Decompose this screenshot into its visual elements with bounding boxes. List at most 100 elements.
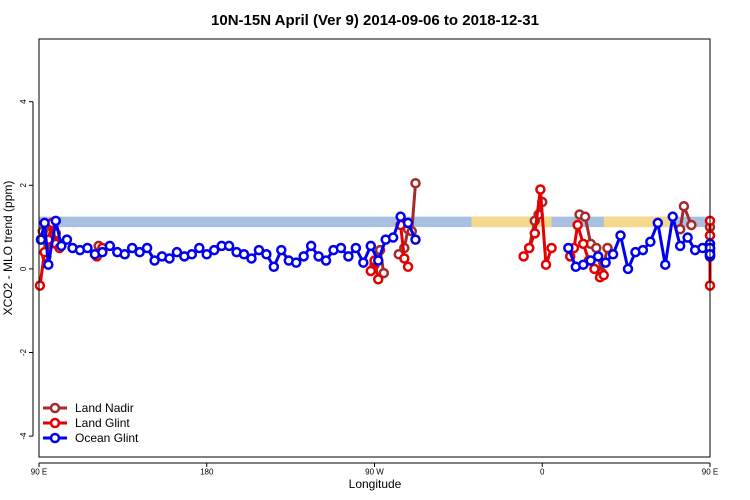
legend-item: Land Glint bbox=[43, 416, 130, 430]
data-point bbox=[223, 240, 235, 252]
y-tick-label: -4 bbox=[19, 432, 28, 440]
data-point bbox=[378, 267, 390, 279]
data-point bbox=[372, 274, 384, 285]
series-layer bbox=[34, 177, 716, 291]
legend-label: Ocean Glint bbox=[75, 431, 139, 445]
legend-item: Land Nadir bbox=[43, 401, 134, 415]
data-point bbox=[290, 257, 302, 268]
data-point bbox=[686, 219, 697, 231]
band-land bbox=[471, 216, 552, 228]
data-point bbox=[529, 228, 541, 239]
data-point bbox=[365, 265, 377, 277]
data-point bbox=[602, 242, 613, 254]
data-point bbox=[358, 257, 369, 268]
data-point bbox=[305, 240, 317, 252]
data-point bbox=[208, 244, 220, 256]
y-axis-label: XCO2 - MLO trend (ppm) bbox=[1, 181, 15, 316]
data-point bbox=[61, 234, 73, 245]
data-point bbox=[546, 242, 557, 254]
x-tick-label: 180 bbox=[200, 468, 214, 477]
legend-item: Ocean Glint bbox=[43, 431, 139, 445]
data-point bbox=[343, 251, 354, 262]
data-point bbox=[261, 249, 272, 260]
data-point bbox=[402, 261, 414, 273]
data-point bbox=[652, 217, 664, 229]
band-ocean bbox=[39, 216, 710, 228]
x-tick-label: 90 E bbox=[702, 468, 718, 477]
series-land-glint bbox=[34, 184, 716, 291]
data-point bbox=[540, 259, 552, 270]
data-point bbox=[660, 259, 671, 270]
data-point bbox=[578, 259, 589, 270]
data-point bbox=[313, 251, 324, 262]
data-point bbox=[365, 240, 377, 252]
data-point bbox=[372, 255, 384, 266]
data-point bbox=[246, 253, 257, 264]
legend-label: Land Glint bbox=[75, 416, 130, 430]
x-tick-label: 0 bbox=[540, 468, 545, 477]
data-point bbox=[402, 217, 414, 229]
data-point bbox=[164, 253, 175, 264]
x-axis: 90 E 180 90 W 0 90 E bbox=[31, 462, 718, 477]
data-point bbox=[682, 232, 693, 243]
data-point bbox=[104, 240, 116, 252]
data-point bbox=[572, 219, 583, 231]
legend-swatch-marker bbox=[49, 402, 61, 414]
data-point bbox=[589, 263, 600, 275]
data-point bbox=[645, 236, 656, 247]
data-point bbox=[600, 257, 611, 268]
data-point bbox=[56, 240, 67, 252]
data-point bbox=[607, 249, 619, 260]
data-point bbox=[149, 255, 160, 266]
data-point bbox=[410, 177, 421, 189]
data-point bbox=[399, 253, 410, 264]
data-point bbox=[171, 246, 183, 258]
legend-swatch-marker bbox=[49, 432, 61, 444]
data-point bbox=[598, 269, 610, 281]
data-point bbox=[126, 242, 138, 254]
x-tick-label: 90 W bbox=[365, 468, 384, 477]
data-point bbox=[579, 211, 591, 222]
data-point bbox=[410, 234, 421, 245]
data-point bbox=[395, 211, 406, 222]
data-point bbox=[268, 261, 280, 273]
data-point bbox=[667, 211, 678, 222]
data-point bbox=[34, 280, 46, 291]
plot-frame bbox=[38, 38, 711, 458]
data-point bbox=[615, 230, 626, 241]
data-point bbox=[82, 242, 93, 254]
data-point bbox=[35, 234, 47, 245]
data-point bbox=[201, 249, 212, 260]
data-point bbox=[39, 217, 50, 229]
x-axis-label: Longitude bbox=[349, 477, 402, 491]
data-point bbox=[43, 259, 54, 270]
data-point bbox=[320, 255, 332, 266]
data-point bbox=[238, 249, 250, 260]
data-point bbox=[194, 242, 205, 254]
data-point bbox=[518, 251, 529, 262]
data-point bbox=[50, 215, 62, 227]
data-point bbox=[134, 246, 145, 258]
data-point bbox=[141, 242, 153, 254]
data-point bbox=[298, 251, 309, 262]
data-point bbox=[387, 232, 399, 243]
y-tick-label: 4 bbox=[19, 99, 28, 104]
legend-swatch-marker bbox=[49, 417, 61, 429]
data-point bbox=[523, 242, 535, 254]
y-tick-label: 0 bbox=[19, 266, 28, 271]
data-point bbox=[335, 242, 347, 254]
chart-title: 10N-15N April (Ver 9) 2014-09-06 to 2018… bbox=[211, 12, 539, 29]
data-point bbox=[678, 200, 690, 212]
data-point bbox=[350, 242, 362, 254]
data-point bbox=[119, 249, 130, 260]
data-point bbox=[674, 240, 686, 252]
data-point bbox=[535, 184, 546, 195]
y-tick-label: 2 bbox=[19, 183, 28, 188]
band-land bbox=[603, 216, 673, 228]
data-point bbox=[585, 255, 596, 266]
data-point bbox=[97, 246, 108, 258]
reference-band bbox=[39, 216, 710, 228]
data-point bbox=[276, 244, 287, 256]
